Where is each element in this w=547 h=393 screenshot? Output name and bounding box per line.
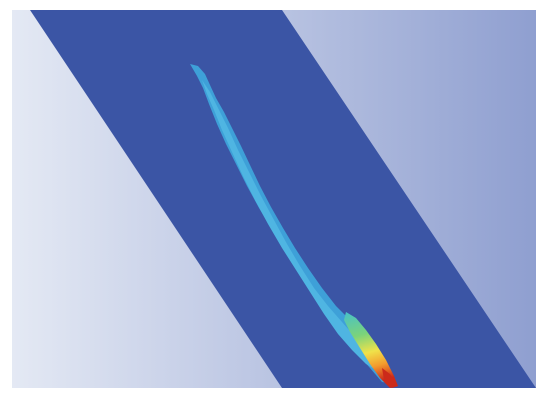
contour-canvas bbox=[0, 0, 547, 393]
contour-viewport bbox=[0, 0, 547, 393]
